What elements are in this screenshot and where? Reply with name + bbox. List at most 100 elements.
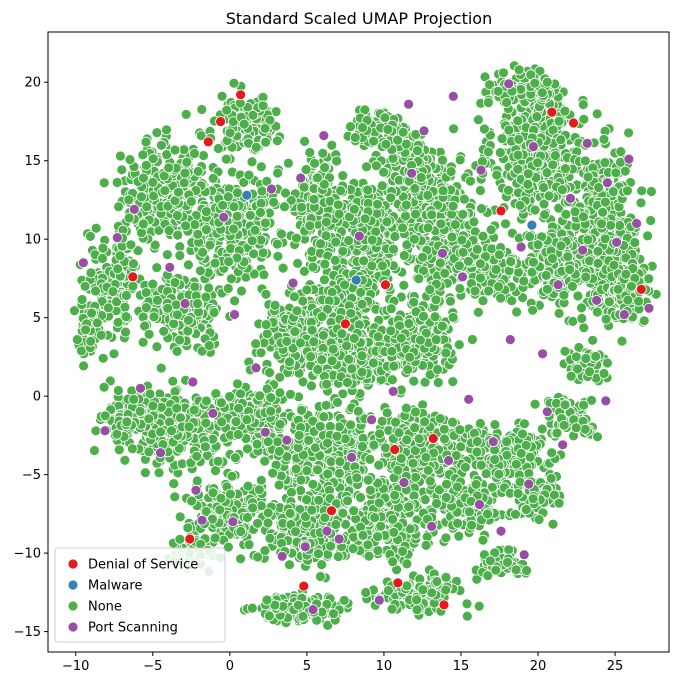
point-none bbox=[539, 209, 550, 221]
point-none bbox=[153, 467, 165, 479]
point-none bbox=[501, 97, 513, 108]
point-none bbox=[189, 148, 200, 159]
point-none bbox=[271, 135, 283, 147]
point-none bbox=[113, 444, 125, 456]
point-none bbox=[437, 185, 449, 197]
point-none bbox=[453, 260, 465, 272]
point-none bbox=[147, 278, 159, 290]
point-none bbox=[143, 413, 155, 425]
point-none bbox=[580, 271, 592, 283]
point-none bbox=[78, 360, 89, 372]
point-none bbox=[292, 257, 304, 269]
point-none bbox=[616, 335, 628, 347]
point-none bbox=[289, 326, 301, 338]
point-none bbox=[258, 269, 270, 281]
point-none bbox=[457, 208, 469, 220]
point-none bbox=[560, 163, 571, 175]
point-none bbox=[445, 295, 456, 307]
point-none bbox=[447, 200, 459, 212]
point-none bbox=[90, 425, 102, 437]
point-none bbox=[386, 374, 398, 386]
point-none bbox=[404, 351, 416, 363]
point-none bbox=[513, 133, 525, 145]
point-none bbox=[232, 429, 244, 440]
point-none bbox=[99, 410, 111, 422]
point-none bbox=[367, 357, 379, 369]
point-none bbox=[550, 150, 561, 161]
point-none bbox=[243, 169, 255, 181]
point-none bbox=[276, 228, 287, 240]
point-none bbox=[115, 150, 126, 162]
point-none bbox=[592, 245, 604, 257]
point-none bbox=[171, 402, 183, 414]
point-none bbox=[97, 242, 109, 254]
point-none bbox=[610, 167, 622, 179]
point-none bbox=[454, 154, 466, 166]
point-none bbox=[366, 234, 378, 246]
point-none bbox=[151, 127, 163, 139]
point-none bbox=[413, 273, 425, 285]
point-none bbox=[410, 208, 421, 220]
point-none bbox=[238, 118, 250, 130]
point-none bbox=[192, 228, 204, 240]
chart-title: Standard Scaled UMAP Projection bbox=[226, 9, 492, 28]
point-none bbox=[430, 334, 442, 346]
point-none bbox=[171, 345, 183, 357]
point-none bbox=[511, 306, 522, 318]
point-none bbox=[114, 250, 126, 262]
point-none bbox=[522, 178, 534, 190]
point-none bbox=[436, 320, 448, 332]
point-none bbox=[290, 232, 302, 244]
point-none bbox=[221, 104, 233, 116]
point-none bbox=[141, 201, 153, 213]
point-none bbox=[327, 343, 339, 355]
point-none bbox=[400, 199, 412, 211]
point-none bbox=[151, 341, 163, 353]
point-none bbox=[619, 165, 631, 177]
point-none bbox=[304, 147, 316, 158]
point-none bbox=[260, 319, 272, 331]
point-none bbox=[415, 172, 427, 183]
point-none bbox=[89, 445, 100, 456]
point-none bbox=[166, 425, 178, 437]
point-none bbox=[557, 184, 568, 196]
point-none bbox=[608, 259, 620, 271]
point-none bbox=[172, 229, 184, 241]
point-none bbox=[469, 285, 481, 297]
point-none bbox=[80, 324, 91, 336]
point-none bbox=[134, 405, 146, 417]
point-none bbox=[209, 257, 221, 269]
point-none bbox=[298, 181, 310, 193]
point-none bbox=[514, 199, 526, 211]
point-none bbox=[85, 335, 97, 347]
point-none bbox=[143, 446, 155, 458]
point-none bbox=[121, 416, 133, 428]
point-none bbox=[162, 302, 174, 314]
point-none bbox=[582, 234, 594, 246]
point-none bbox=[600, 313, 612, 325]
point-none bbox=[388, 243, 399, 255]
point-none bbox=[597, 206, 609, 218]
point-none bbox=[256, 185, 268, 197]
point-none bbox=[540, 269, 552, 281]
point-none bbox=[306, 324, 318, 336]
point-none bbox=[336, 328, 348, 340]
point-none bbox=[169, 144, 181, 156]
point-none bbox=[430, 294, 442, 306]
point-none bbox=[168, 478, 180, 490]
point-none bbox=[471, 243, 483, 255]
point-none bbox=[638, 315, 650, 327]
point-none bbox=[494, 147, 506, 158]
point-none bbox=[458, 193, 470, 205]
point-none bbox=[555, 240, 567, 252]
point-none bbox=[269, 299, 281, 311]
point-none bbox=[274, 387, 286, 399]
point-none bbox=[485, 224, 497, 236]
point-none bbox=[174, 334, 186, 346]
point-none bbox=[343, 235, 355, 247]
point-none bbox=[108, 348, 120, 360]
point-none bbox=[285, 388, 296, 400]
point-none bbox=[137, 149, 149, 161]
point-none bbox=[435, 218, 447, 230]
point-none bbox=[284, 356, 295, 368]
